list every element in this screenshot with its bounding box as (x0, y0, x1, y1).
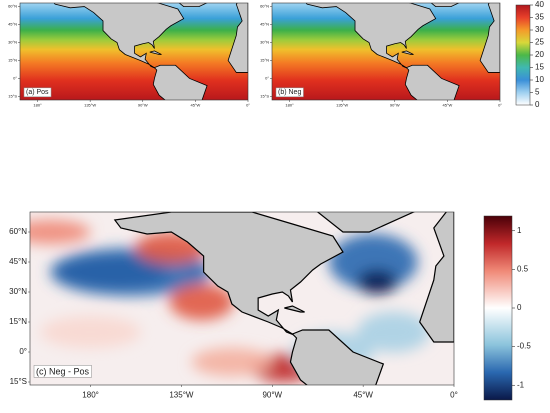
land (401, 50, 414, 55)
lon-label: 180° (82, 391, 99, 400)
colorbar-tick-label: 5 (535, 88, 540, 97)
map-panel (20, 3, 248, 100)
lat-label: 45°N (8, 22, 17, 27)
lon-label: 135°W (84, 102, 96, 107)
land (305, 3, 437, 70)
colorbar-0 (515, 4, 531, 106)
lon-label: 0° (246, 102, 250, 107)
anomaly (40, 315, 142, 349)
lat-label: 15°N (9, 317, 27, 326)
colorbar-tick-label: -1 (517, 380, 525, 389)
land (289, 329, 385, 385)
lat-label: 15°S (10, 377, 27, 386)
panel-label-box (33, 365, 92, 378)
colorbar-1 (483, 215, 513, 401)
map-frame (271, 2, 501, 101)
land (430, 3, 460, 7)
lat-label: 15°N (8, 58, 17, 63)
land (404, 64, 460, 100)
lat-label: 0° (13, 76, 17, 81)
colorbar-tick-label: 25 (535, 38, 544, 47)
land (53, 3, 185, 70)
anomaly (169, 283, 234, 321)
map-panel (272, 3, 500, 100)
anomaly (357, 311, 430, 353)
colorbar-tick-label: 0 (535, 100, 540, 109)
panel-label-box (23, 87, 52, 98)
land (178, 3, 208, 7)
anomaly (357, 269, 398, 295)
panel-label: (a) Pos (26, 89, 49, 96)
lon-label: 45°W (353, 391, 373, 400)
land (316, 212, 416, 233)
lat-label: 60°N (8, 4, 17, 9)
lat-label: 15°S (8, 93, 17, 98)
map-frame (19, 2, 249, 101)
land (152, 64, 208, 100)
land (479, 3, 500, 73)
lat-label: 30°N (9, 287, 27, 296)
land (149, 50, 162, 55)
colorbar-tick-label: -0.5 (517, 342, 531, 351)
lon-label: 90°W (390, 102, 400, 107)
lat-label: 30°N (260, 40, 269, 45)
lat-label: 0° (19, 347, 27, 356)
colorbar-tick-label: 0.5 (517, 264, 529, 273)
anomaly (328, 233, 418, 291)
anomaly (191, 347, 273, 377)
lon-label: 135°W (336, 102, 348, 107)
lon-label: 90°W (262, 391, 282, 400)
lon-label: 135°W (169, 391, 194, 400)
lat-label: 30°N (8, 40, 17, 45)
land (113, 212, 344, 337)
lat-label: 60°N (260, 4, 269, 9)
colorbar-tick-label: 10 (535, 75, 544, 84)
colorbar-tick-label: 40 (535, 0, 544, 9)
lon-label: 90°W (138, 102, 148, 107)
lon-label: 45°W (442, 102, 452, 107)
land (419, 212, 454, 343)
lat-label: 0° (265, 76, 269, 81)
colorbar-tick-label: 35 (535, 13, 544, 22)
lat-label: 45°N (260, 22, 269, 27)
lon-label: 180° (285, 102, 294, 107)
lat-label: 15°S (260, 93, 269, 98)
panel-label: (c) Neg - Pos (36, 366, 90, 376)
panel-label-box (275, 87, 304, 98)
lat-label: 60°N (9, 227, 27, 236)
map-frame (29, 211, 455, 386)
colorbar-tick-label: 15 (535, 63, 544, 72)
colorbar-tick-label: 20 (535, 50, 544, 59)
land (227, 3, 248, 73)
lon-label: 0° (498, 102, 502, 107)
map-panel (30, 212, 454, 385)
lat-label: 45°N (9, 257, 27, 266)
lat-label: 15°N (260, 58, 269, 63)
lon-label: 180° (33, 102, 42, 107)
colorbar-tick-label: 30 (535, 25, 544, 34)
land (284, 305, 305, 313)
colorbar-tick-label: 1 (517, 226, 522, 235)
lon-label: 0° (450, 391, 458, 400)
anomaly (30, 219, 91, 245)
lon-label: 45°W (190, 102, 200, 107)
panel-label: (b) Neg (278, 89, 301, 96)
colorbar-tick-label: 0 (517, 303, 522, 312)
